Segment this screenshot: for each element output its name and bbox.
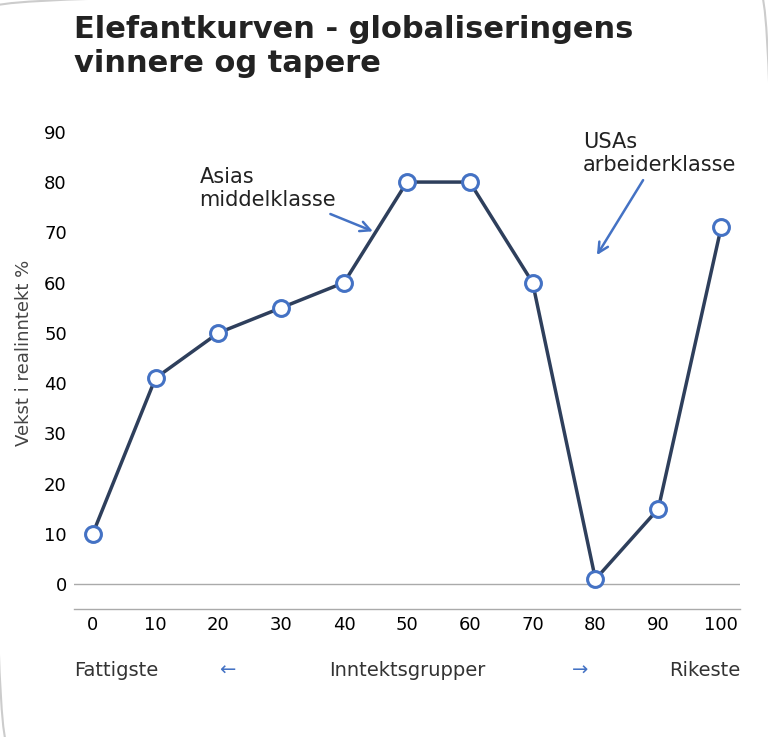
Text: USAs
arbeiderklasse: USAs arbeiderklasse	[583, 132, 737, 253]
Point	[212, 327, 224, 339]
Point	[87, 528, 99, 540]
Point	[652, 503, 664, 514]
Point	[401, 176, 413, 188]
Point	[526, 276, 538, 288]
Text: →: →	[572, 660, 588, 680]
Text: Fattigste: Fattigste	[74, 660, 158, 680]
Point	[275, 302, 287, 314]
Text: ←: ←	[219, 660, 235, 680]
Point	[338, 276, 350, 288]
Point	[715, 221, 727, 233]
Y-axis label: Vekst i realinntekt %: Vekst i realinntekt %	[15, 260, 33, 446]
Point	[464, 176, 476, 188]
Text: Rikeste: Rikeste	[669, 660, 740, 680]
Point	[149, 372, 161, 384]
Text: Elefantkurven - globaliseringens
vinnere og tapere: Elefantkurven - globaliseringens vinnere…	[74, 15, 633, 77]
Text: Asias
middelklasse: Asias middelklasse	[200, 167, 370, 231]
Text: Inntektsgrupper: Inntektsgrupper	[329, 660, 485, 680]
Point	[589, 573, 601, 585]
